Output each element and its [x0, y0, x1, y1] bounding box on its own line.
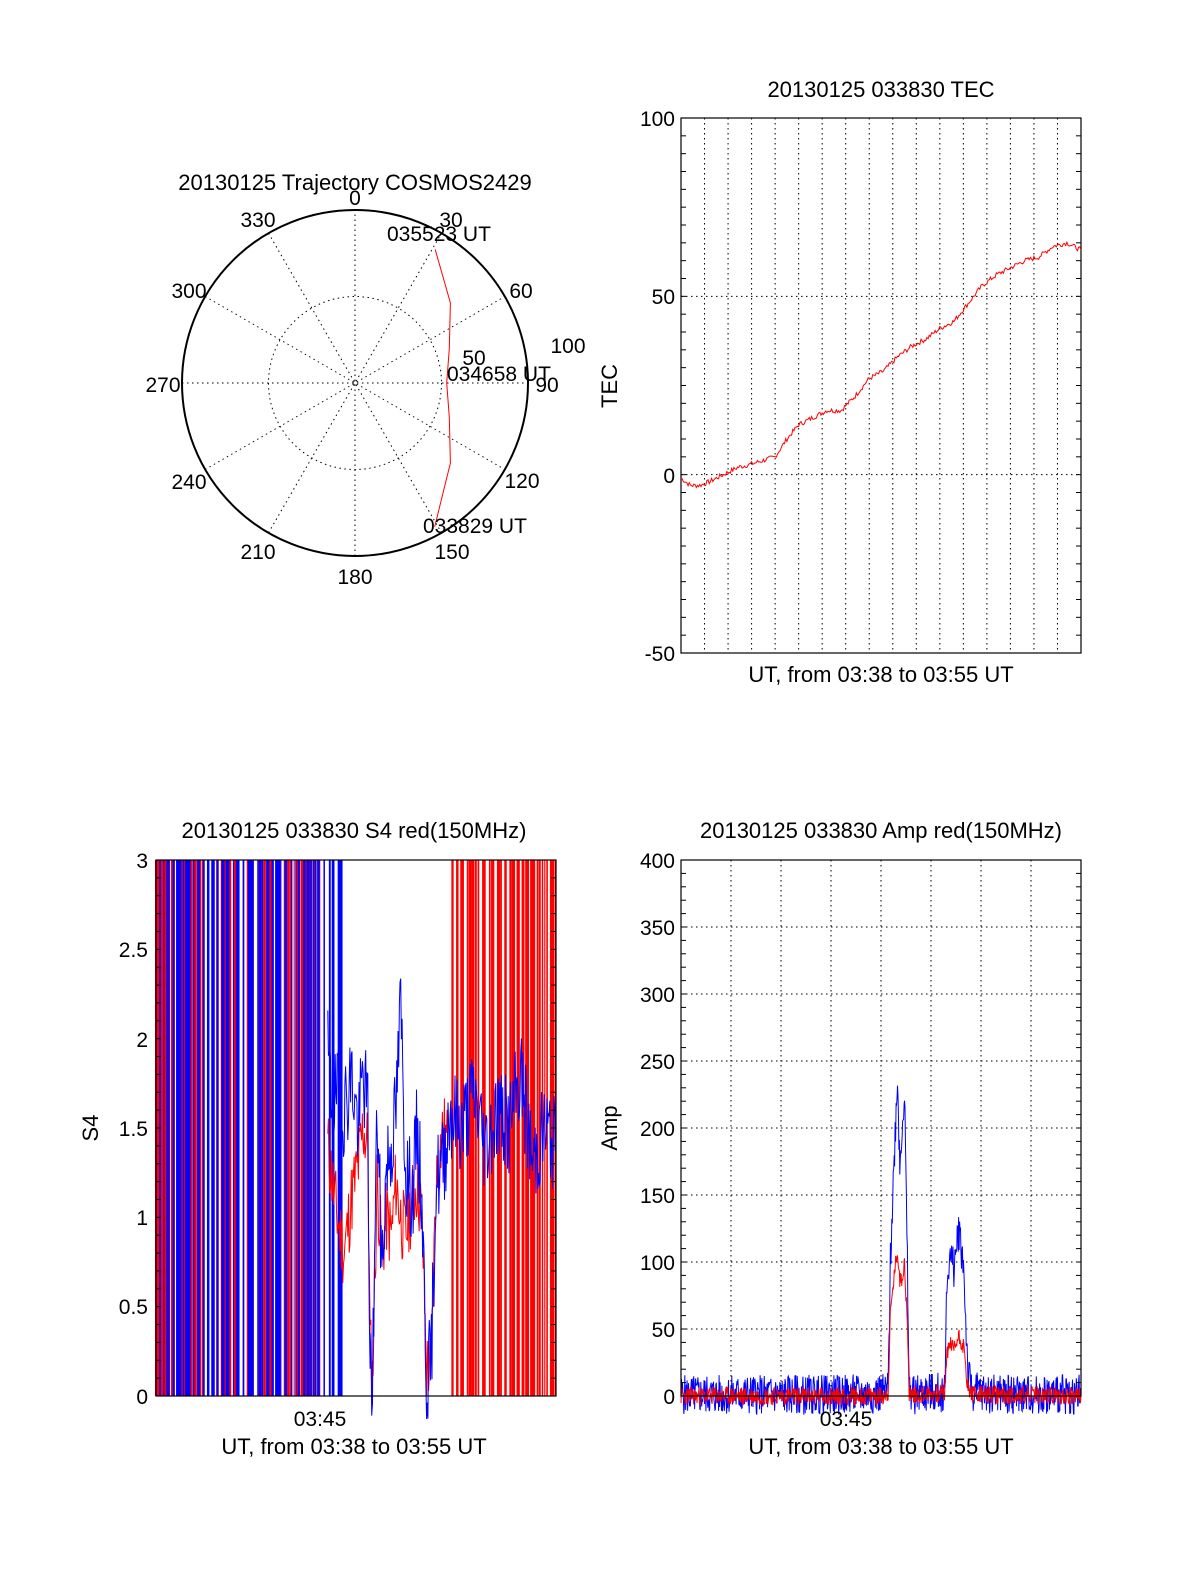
- s4-ylabel: S4: [78, 1115, 103, 1142]
- tec-grid: [681, 118, 1081, 653]
- tec-ylabel: TEC: [597, 364, 622, 408]
- amp-ytick-400: 400: [640, 850, 675, 873]
- polar-title: 20130125 Trajectory COSMOS2429: [178, 170, 531, 195]
- amp-ytick-150: 150: [640, 1185, 675, 1208]
- s4-y-tick-labels: 3 2.5 2 1.5 1 0.5 0: [119, 850, 148, 1409]
- s4-title: 20130125 033830 S4 red(150MHz): [182, 818, 527, 843]
- trajectory-label-middle: 034658 UT: [447, 363, 551, 386]
- s4-ticks: [156, 859, 556, 1397]
- az-label-240: 240: [171, 471, 206, 494]
- polar-grid: [182, 210, 528, 556]
- amp-ytick-200: 200: [640, 1118, 675, 1141]
- amp-title: 20130125 033830 Amp red(150MHz): [700, 818, 1062, 843]
- s4-ytick-1: 1: [136, 1207, 148, 1230]
- radial-label-50: 50: [462, 347, 485, 370]
- amp-ytick-300: 300: [640, 984, 675, 1007]
- tec-ticks: [681, 117, 1081, 654]
- tec-ytick-minus50: -50: [645, 643, 675, 666]
- az-label-300: 300: [171, 280, 206, 303]
- amp-xtick-0345: 03:45: [820, 1408, 873, 1431]
- tec-ytick-0: 0: [663, 465, 675, 488]
- trajectory-label-start: 033829 UT: [423, 515, 527, 538]
- amp-ticks: [681, 859, 1081, 1397]
- s4-red-series-line: [327, 1098, 449, 1404]
- s4-ytick-3: 3: [136, 850, 148, 873]
- amp-ytick-0: 0: [663, 1386, 675, 1409]
- az-label-120: 120: [504, 470, 539, 493]
- s4-panel: 20130125 033830 S4 red(150MHz) 3 2.5 2 1…: [78, 818, 557, 1459]
- amp-ytick-100: 100: [640, 1252, 675, 1275]
- amp-panel: 20130125 033830 Amp red(150MHz) 400 350 …: [597, 818, 1082, 1459]
- s4-ytick-0-5: 0.5: [119, 1296, 148, 1319]
- amp-ytick-250: 250: [640, 1051, 675, 1074]
- amp-y-tick-labels: 400 350 300 250 200 150 100 50 0: [640, 850, 675, 1409]
- tec-series-line: [680, 240, 1082, 489]
- az-label-270: 270: [145, 374, 180, 397]
- az-label-30: 30: [439, 209, 462, 232]
- tec-y-tick-labels: 100 50 0 -50: [640, 108, 675, 666]
- radial-label-100: 100: [550, 335, 585, 358]
- amp-ylabel: Amp: [597, 1105, 622, 1150]
- s4-xlabel: UT, from 03:38 to 03:55 UT: [221, 1434, 486, 1459]
- amp-ytick-50: 50: [652, 1319, 675, 1342]
- tec-title: 20130125 033830 TEC: [767, 77, 994, 102]
- az-label-330: 330: [240, 209, 275, 232]
- az-label-210: 210: [240, 541, 275, 564]
- s4-ytick-2: 2: [136, 1029, 148, 1052]
- s4-ytick-1-5: 1.5: [119, 1118, 148, 1141]
- tec-xlabel: UT, from 03:38 to 03:55 UT: [748, 662, 1013, 687]
- s4-blue-series-line: [327, 978, 557, 1420]
- az-label-90: 90: [535, 374, 558, 397]
- s4-ytick-0: 0: [136, 1386, 148, 1409]
- polar-trajectory-line: [434, 249, 451, 527]
- tec-ytick-50: 50: [652, 286, 675, 309]
- amp-ytick-350: 350: [640, 917, 675, 940]
- tec-panel: 20130125 033830 TEC 100 50 0 -50 TEC UT,…: [597, 77, 1082, 687]
- az-label-150: 150: [434, 541, 469, 564]
- az-label-0: 0: [349, 187, 361, 210]
- polar-azimuth-labels: 0 30 60 90 120 150 180 210 240 270 300 3…: [145, 187, 558, 589]
- amp-grid: [681, 860, 1081, 1396]
- s4-ytick-2-5: 2.5: [119, 939, 148, 962]
- az-label-180: 180: [337, 566, 372, 589]
- s4-xtick-0345: 03:45: [294, 1408, 347, 1431]
- amp-xlabel: UT, from 03:38 to 03:55 UT: [748, 1434, 1013, 1459]
- tec-ytick-100: 100: [640, 108, 675, 131]
- polar-panel: 20130125 Trajectory COSMOS2429 0 30 60 9…: [145, 170, 585, 589]
- trajectory-label-end: 035523 UT: [387, 223, 491, 246]
- az-label-60: 60: [509, 280, 532, 303]
- s4-saturated-bands: [155, 860, 556, 1396]
- polar-outer-circle: [181, 209, 529, 557]
